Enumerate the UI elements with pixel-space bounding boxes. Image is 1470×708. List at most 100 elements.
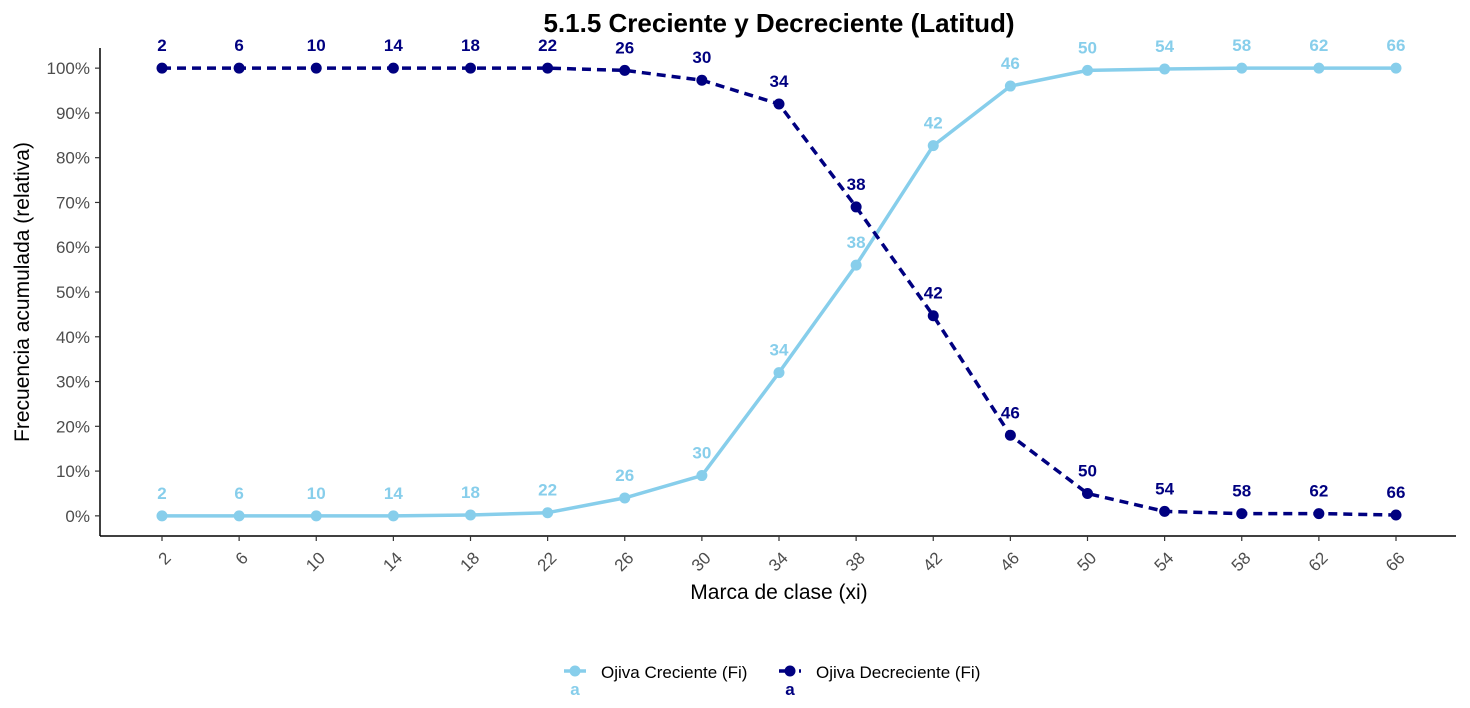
legend-key-label: a [570, 680, 580, 699]
legend-label: Ojiva Creciente (Fi) [601, 663, 747, 682]
y-axis-ticks: 0% 10% 20% 30% 40% 50% 60% 70% 80% 90% 100% [47, 59, 100, 526]
x-tick-label: 58 [1228, 548, 1255, 575]
data-label: 58 [1232, 482, 1251, 501]
x-tick-label: 14 [379, 548, 406, 575]
data-point [1236, 508, 1248, 520]
legend-item: a Ojiva Decreciente (Fi) [779, 663, 980, 699]
data-label: 6 [234, 36, 243, 55]
y-tick-label: 70% [56, 193, 90, 212]
data-label: 50 [1078, 461, 1097, 480]
legend-item: a Ojiva Creciente (Fi) [564, 663, 747, 699]
data-label: 62 [1309, 482, 1328, 501]
data-point [1004, 429, 1016, 441]
data-point [542, 507, 554, 519]
data-label: 10 [307, 484, 326, 503]
x-tick-label: 46 [996, 548, 1023, 575]
data-point [696, 470, 708, 482]
data-point [927, 310, 939, 322]
data-label: 58 [1232, 36, 1251, 55]
y-tick-label: 30% [56, 373, 90, 392]
legend-label: Ojiva Decreciente (Fi) [816, 663, 980, 682]
data-label: 34 [770, 72, 789, 91]
legend-key-point [784, 665, 796, 677]
data-label: 46 [1001, 403, 1020, 422]
data-point [310, 62, 322, 74]
x-tick-label: 10 [302, 548, 329, 575]
data-label: 34 [770, 341, 789, 360]
y-tick-label: 80% [56, 149, 90, 168]
y-tick-label: 40% [56, 328, 90, 347]
data-label: 2 [157, 36, 166, 55]
x-tick-label: 62 [1305, 548, 1332, 575]
x-tick-label: 6 [232, 548, 252, 568]
data-label: 46 [1001, 54, 1020, 73]
y-tick-label: 90% [56, 104, 90, 123]
x-tick-label: 38 [842, 548, 869, 575]
data-label: 14 [384, 484, 403, 503]
data-point [619, 492, 631, 504]
data-point [156, 510, 168, 522]
data-point [850, 259, 862, 271]
data-label: 50 [1078, 38, 1097, 57]
y-axis-title: Frecuencia acumulada (relativa) [11, 142, 34, 442]
data-label: 62 [1309, 36, 1328, 55]
data-point [1159, 63, 1171, 75]
data-label: 38 [847, 233, 866, 252]
data-point [696, 74, 708, 86]
x-tick-label: 54 [1151, 548, 1178, 575]
data-point [387, 510, 399, 522]
data-point [233, 62, 245, 74]
data-label: 22 [538, 36, 557, 55]
data-point [927, 140, 939, 152]
legend: a Ojiva Creciente (Fi) a Ojiva Decreciente … [564, 663, 980, 699]
data-label: 26 [615, 466, 634, 485]
data-point [542, 62, 554, 74]
data-point [387, 62, 399, 74]
data-point [1313, 508, 1325, 520]
x-axis-ticks: 2 6 10 14 18 22 26 30 34 38 42 46 50 54 58 62 66 [155, 536, 1409, 575]
data-point [1390, 62, 1402, 74]
data-label: 30 [692, 444, 711, 463]
data-label: 18 [461, 36, 480, 55]
y-tick-label: 50% [56, 283, 90, 302]
data-label: 38 [847, 175, 866, 194]
legend-key-label: a [785, 680, 795, 699]
data-label: 26 [615, 38, 634, 57]
data-point [1313, 62, 1325, 74]
data-point [1390, 509, 1402, 521]
x-tick-label: 66 [1382, 548, 1409, 575]
data-point [310, 510, 322, 522]
chart-title: 5.1.5 Creciente y Decreciente (Latitud) [543, 8, 1014, 38]
data-label: 54 [1155, 37, 1174, 56]
data-label: 2 [157, 484, 166, 503]
data-label: 42 [924, 114, 943, 133]
data-label: 14 [384, 36, 403, 55]
data-point [465, 509, 476, 521]
data-label: 42 [924, 284, 943, 303]
data-point [233, 510, 245, 522]
x-tick-label: 34 [765, 548, 792, 575]
data-label: 18 [461, 483, 480, 502]
data-point [465, 62, 476, 74]
data-point [773, 98, 785, 110]
data-point [1082, 487, 1093, 499]
data-point [619, 64, 631, 76]
data-point [773, 367, 785, 379]
data-point [1004, 80, 1016, 92]
x-tick-label: 18 [457, 548, 484, 575]
x-tick-label: 22 [534, 548, 561, 575]
data-point [850, 201, 862, 213]
data-label: 54 [1155, 479, 1174, 498]
data-point [1082, 64, 1093, 76]
y-tick-label: 60% [56, 238, 90, 257]
data-label: 22 [538, 481, 557, 500]
x-tick-label: 42 [919, 548, 946, 575]
x-axis-title: Marca de clase (xi) [690, 581, 867, 604]
legend-key-point [569, 665, 581, 677]
y-tick-label: 0% [65, 507, 90, 526]
y-tick-label: 10% [56, 462, 90, 481]
